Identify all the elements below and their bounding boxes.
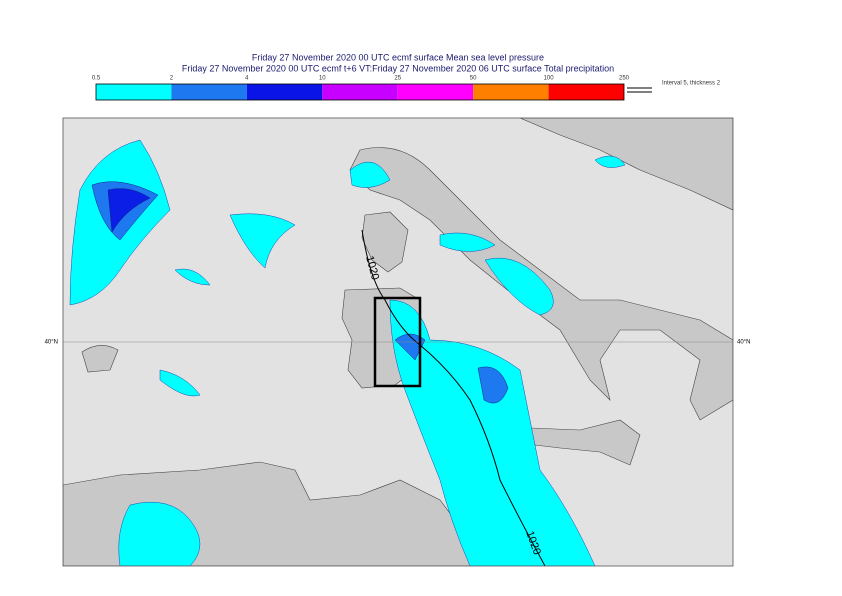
legend-label: 100 bbox=[544, 76, 555, 82]
highlight-box bbox=[373, 296, 422, 388]
legend-label: 25 bbox=[394, 76, 401, 82]
balearic bbox=[81, 345, 119, 373]
precip bbox=[594, 155, 626, 168]
sicily bbox=[529, 419, 641, 466]
precip bbox=[394, 333, 426, 361]
title-line: Friday 27 November 2020 00 UTC ecmf surf… bbox=[252, 52, 544, 62]
map-frame bbox=[62, 117, 734, 567]
legend-note: Interval 5, thickness 2 bbox=[662, 81, 721, 87]
legend-border bbox=[95, 83, 625, 101]
land bbox=[519, 118, 733, 211]
legend-swatch bbox=[473, 84, 549, 100]
map: 1020 1020 bbox=[63, 118, 733, 566]
lat-label: 40°N bbox=[45, 340, 58, 346]
precip bbox=[118, 501, 201, 566]
legend-swatch bbox=[171, 84, 247, 100]
precip bbox=[439, 232, 496, 252]
legend: 0.5 2 4 10 25 50 100 250 bbox=[92, 76, 630, 101]
lat-label: 40°N bbox=[737, 340, 750, 346]
legend-label: 250 bbox=[619, 76, 630, 82]
precip bbox=[159, 369, 201, 397]
precip bbox=[229, 213, 296, 269]
legend-swatch bbox=[96, 84, 172, 100]
title-line: Friday 27 November 2020 00 UTC ecmf t+6 … bbox=[182, 63, 614, 73]
legend-swatch bbox=[322, 84, 398, 100]
legend-label: 50 bbox=[470, 76, 477, 82]
legend-label: 2 bbox=[170, 76, 174, 82]
legend-label: 10 bbox=[319, 76, 326, 82]
legend-label: 4 bbox=[245, 76, 249, 82]
legend-swatch bbox=[548, 84, 624, 100]
precip bbox=[349, 161, 391, 188]
precip bbox=[477, 366, 509, 404]
precip bbox=[107, 188, 151, 233]
precip bbox=[174, 268, 211, 286]
precip bbox=[484, 257, 554, 316]
legend-swatch bbox=[246, 84, 323, 100]
legend-swatch bbox=[397, 84, 474, 100]
legend-label: 0.5 bbox=[92, 76, 101, 82]
